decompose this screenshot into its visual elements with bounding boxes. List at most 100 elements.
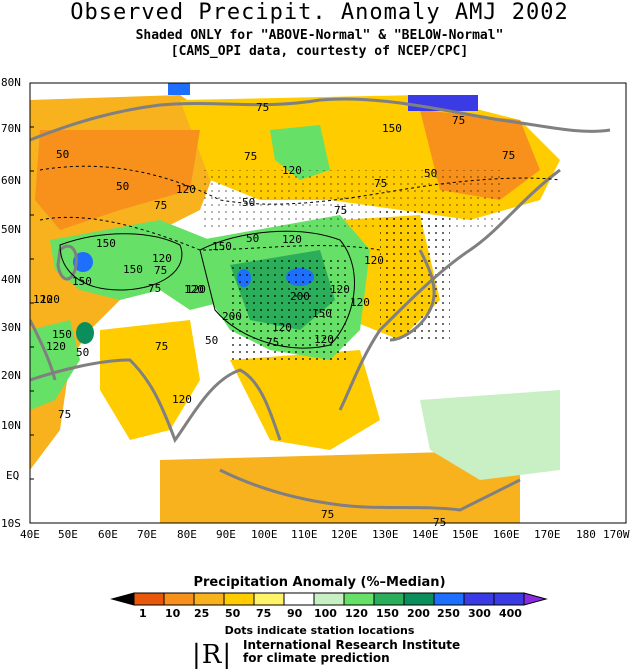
colorbar-swatch — [283, 592, 315, 606]
lon-label: 70E — [137, 528, 157, 541]
legend-tick: 400 — [499, 607, 522, 620]
contour-label: 75 — [148, 282, 161, 295]
contour-label: 120 — [40, 293, 60, 306]
coastline-japan — [389, 249, 436, 342]
colorbar-swatch — [313, 592, 345, 606]
lat-label: EQ — [6, 469, 20, 482]
contour-label: 75 — [374, 177, 387, 190]
contour-label: 150 — [212, 240, 232, 253]
lat-label: 50N — [1, 223, 21, 236]
lon-label: 100E — [251, 528, 278, 541]
contour-label: 120 — [46, 340, 66, 353]
contour-label: 120 — [184, 283, 204, 296]
lon-label: 150E — [452, 528, 479, 541]
contour-label: 75 — [502, 149, 515, 162]
coastline-arctic — [30, 97, 611, 142]
contour-label: 50 — [205, 334, 218, 347]
coastline-red-sea — [30, 319, 57, 381]
contour-label: 120 — [282, 233, 302, 246]
contour-label: 50 — [76, 346, 89, 359]
contour-label: 120 — [152, 252, 172, 265]
colorbar-low-arrow — [110, 592, 135, 606]
region-above-normal-siberia — [270, 125, 330, 180]
contour-dashed-mid — [39, 216, 381, 251]
legend-tick: 200 — [407, 607, 430, 620]
station-dots-note: Dots indicate station locations — [224, 624, 415, 637]
contour-label: 75 — [266, 336, 279, 349]
colorbar-swatch — [133, 592, 165, 606]
cell-arctic-wet-2 — [168, 83, 190, 95]
contour-solid-kazakh — [59, 233, 183, 291]
legend-tick: 25 — [194, 607, 210, 620]
region-below-normal-seasia — [230, 350, 380, 450]
contour-label: 50 — [242, 196, 255, 209]
lat-label: 30N — [1, 321, 21, 334]
contour-label: 75 — [154, 264, 167, 277]
legend-tick: 10 — [165, 607, 181, 620]
contour-label: 50 — [424, 167, 437, 180]
legend-title: Precipitation Anomaly (%–Median) — [193, 575, 446, 590]
lon-label: 170W — [603, 528, 630, 541]
colorbar-swatch — [163, 592, 195, 606]
region-above-normal-pacific — [420, 390, 560, 480]
contour-label: 120 — [272, 321, 292, 334]
contour-label: 75 — [244, 150, 257, 163]
contour-label: 200 — [290, 290, 310, 303]
contour-label: 50 — [246, 232, 259, 245]
lon-label: 110E — [291, 528, 318, 541]
colorbar-swatch — [193, 592, 225, 606]
contour-label: 75 — [433, 516, 446, 529]
cell-strong-iran — [76, 322, 94, 344]
legend-tick: 50 — [225, 607, 241, 620]
contour-label: 120 — [350, 296, 370, 309]
contour-label: 120 — [282, 164, 302, 177]
contour-label: 75 — [154, 199, 167, 212]
map-field — [30, 83, 626, 523]
iri-name-line1: International Research Institute — [243, 638, 461, 652]
contour-label: 120 — [330, 283, 350, 296]
contour-label: 150 — [52, 328, 72, 341]
contour-label: 150 — [312, 307, 332, 320]
region-below-normal-maritime — [160, 450, 520, 523]
cell-strong-kazakhstan — [73, 252, 93, 272]
contour-label: 150 — [382, 122, 402, 135]
contour-label: 75 — [452, 114, 465, 127]
map-subtitle-source: [CAMS_OPI data, courtesty of NCEP/CPC] — [170, 44, 469, 59]
contour-dashed-north — [39, 165, 561, 205]
legend-tick: 90 — [287, 607, 303, 620]
region-below-normal-india — [100, 320, 200, 440]
lon-label: 170E — [534, 528, 561, 541]
legend-tick: 1 — [139, 607, 147, 620]
colorbar-swatch — [493, 592, 525, 606]
lat-label: 10N — [1, 419, 21, 432]
lon-label: 140E — [412, 528, 439, 541]
map-title: Observed Precipit. Anomaly AMJ 2002 — [70, 0, 569, 25]
lon-label: 40E — [20, 528, 40, 541]
legend-tick: 75 — [256, 607, 272, 620]
contour-label: 120 — [314, 333, 334, 346]
lon-label: 80E — [177, 528, 197, 541]
colorbar-high-arrow — [523, 592, 548, 606]
station-dots-siberia — [200, 170, 500, 230]
lat-label: 60N — [1, 174, 21, 187]
contour-labels: 50 50 75 75 75 120 150 75 50 75 50 75 12… — [33, 101, 515, 529]
legend-tick: 120 — [345, 607, 368, 620]
colorbar-swatch — [403, 592, 435, 606]
lon-label: 120E — [331, 528, 358, 541]
contour-label: 75 — [58, 408, 71, 421]
coastline-south-asia — [30, 358, 282, 444]
contour-label: 75 — [334, 204, 347, 217]
contour-label: 50 — [56, 148, 69, 161]
iri-logo: |R| — [192, 640, 233, 670]
contour-label: 75 — [321, 508, 334, 521]
contour-label: 75 — [256, 101, 269, 114]
colorbar-swatch — [223, 592, 255, 606]
contour-label: 120 — [172, 393, 192, 406]
colorbar-swatch — [373, 592, 405, 606]
contour-label: 150 — [96, 237, 116, 250]
station-dots-china — [230, 260, 350, 360]
legend-tick: 250 — [437, 607, 460, 620]
colorbar — [110, 592, 548, 606]
lon-label: 160E — [493, 528, 520, 541]
